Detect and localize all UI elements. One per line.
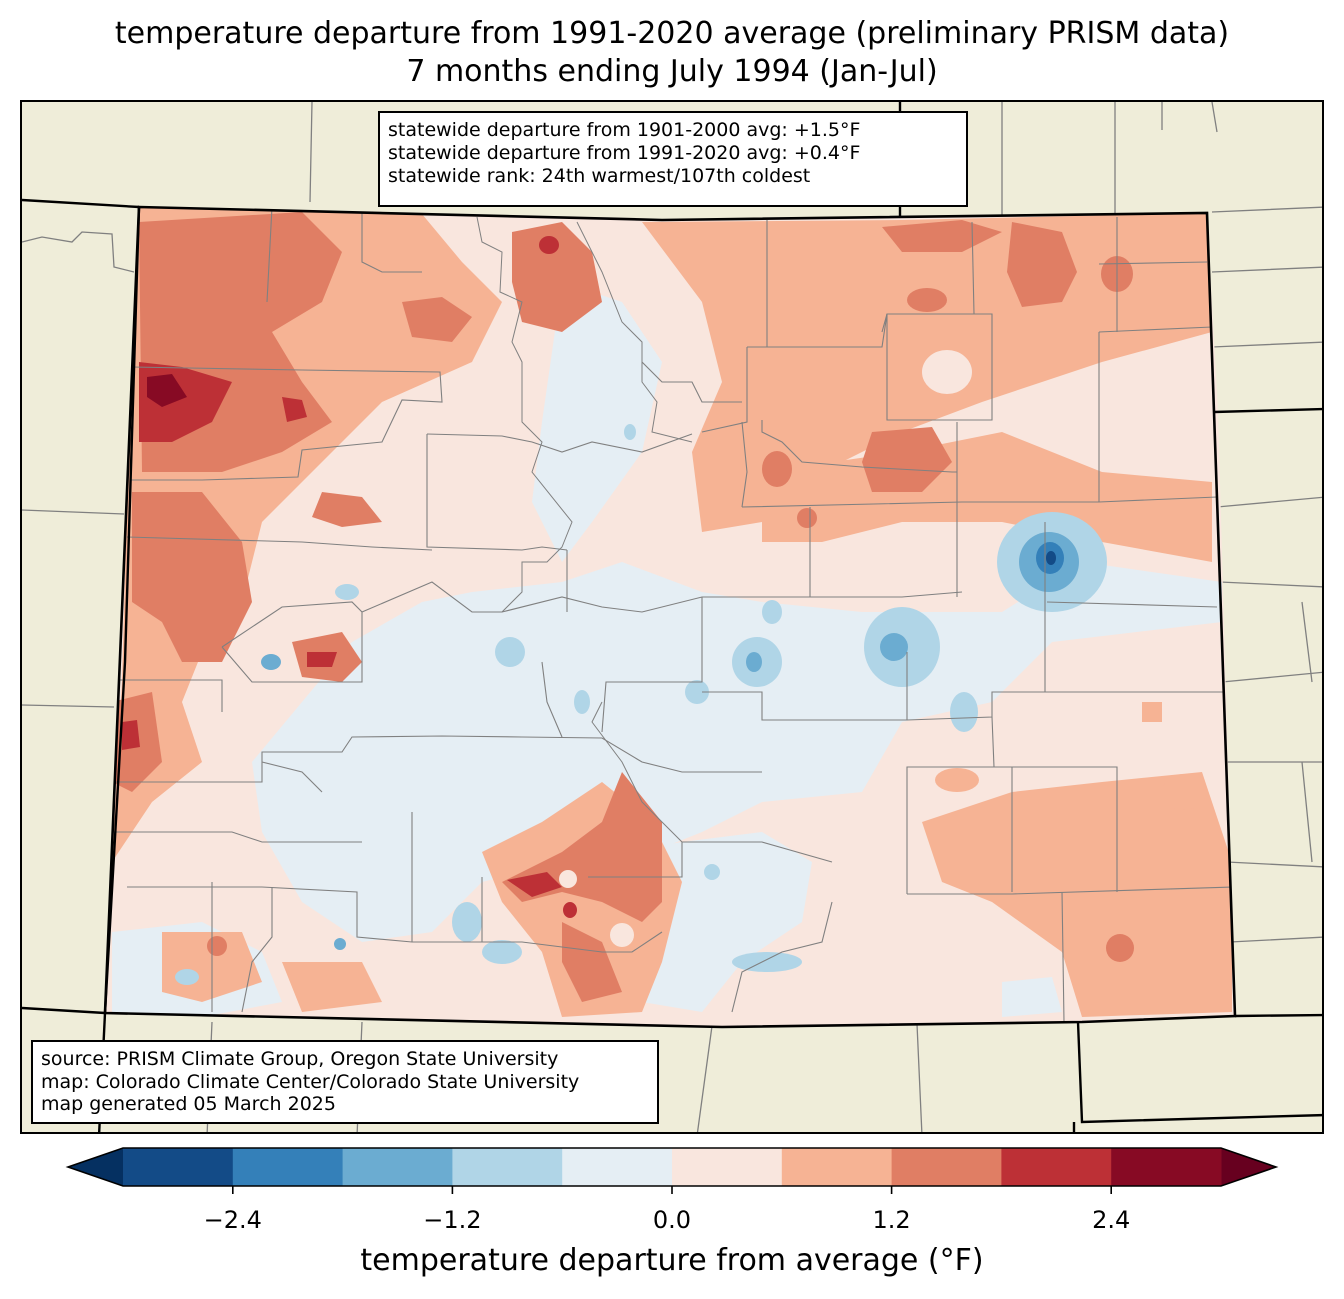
colorbar-tick-label: 1.2 [872,1206,911,1234]
stats-departure-1991-2020: statewide departure from 1991-2020 avg: … [388,142,861,164]
continental-divide-lines [476,216,693,843]
county-lines [112,207,1233,1023]
colorbar-tick-label: 2.4 [1092,1206,1131,1234]
colorbar [65,1147,1279,1194]
colorbar-segment [452,1148,563,1186]
colorbar-over-extension [1221,1148,1276,1186]
colorbar-tick-label: 0.0 [652,1206,692,1234]
colorbar-segment [672,1148,783,1186]
map-frame [20,100,1324,1134]
source-credits-box: source: PRISM Climate Group, Oregon Stat… [31,1040,659,1124]
colorbar-segment [1001,1148,1112,1186]
map-title-line-1: temperature departure from 1991-2020 ave… [114,16,1230,51]
colorbar-segment [891,1148,1002,1186]
map-canvas [22,102,1322,1132]
colorbar-under-extension [68,1148,123,1186]
colorbar-segment [781,1148,893,1186]
statewide-stats-box: statewide departure from 1901-2000 avg: … [378,111,968,207]
map-title-line-2: 7 months ending July 1994 (Jan-Jul) [406,54,938,89]
colorbar-segment [232,1148,344,1186]
colorbar-segment [562,1148,673,1186]
source-line: source: PRISM Climate Group, Oregon Stat… [41,1048,559,1070]
colorbar-tick-label: −2.4 [203,1206,262,1234]
colorbar-segment [1111,1148,1222,1186]
colorbar-label: temperature departure from average (°F) [360,1243,984,1278]
field-warm-holes [559,350,972,947]
colorbar-outline [65,1147,1279,1187]
colorbar-segment [123,1148,234,1186]
map-credit-line: map: Colorado Climate Center/Colorado St… [41,1070,580,1093]
stats-departure-1901-2000: statewide departure from 1901-2000 avg: … [388,119,861,141]
field-warm-2.4-3.0 [147,374,187,407]
temperature-departure-field [105,207,1235,1027]
map-generated-line: map generated 05 March 2025 [41,1093,336,1115]
field-cool-spots [175,424,1107,985]
colorbar-segment [342,1148,453,1186]
colorbar-tick-label: −1.2 [423,1206,482,1234]
stats-rank: statewide rank: 24th warmest/107th colde… [388,165,811,187]
